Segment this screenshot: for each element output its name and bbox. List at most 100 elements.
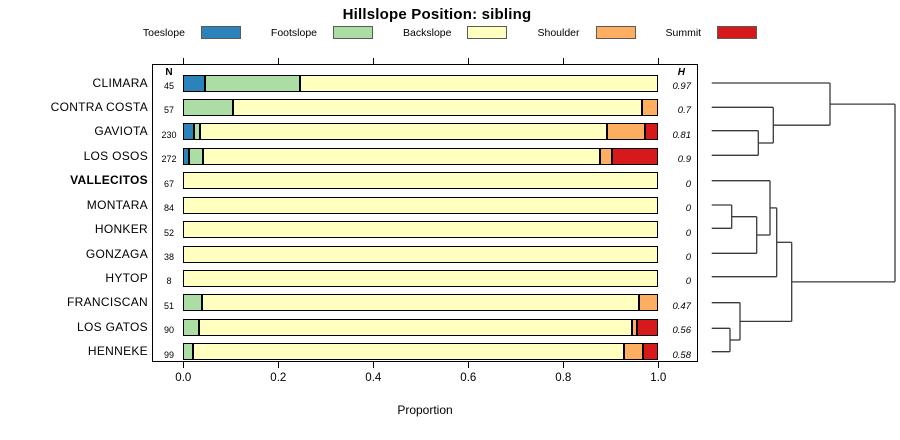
bar-segment-shoulder <box>639 294 659 312</box>
bar-segment-backslope <box>233 98 642 116</box>
bar-segment-backslope <box>299 74 659 92</box>
x-tick-bottom <box>182 362 184 368</box>
bar-segment-toeslope <box>183 74 205 92</box>
n-value: 230 <box>161 129 177 140</box>
bar-segment-backslope <box>183 196 659 214</box>
x-tick-bottom <box>562 362 564 368</box>
row-label: HONKER <box>94 222 148 237</box>
bar-segment-backslope <box>183 221 659 239</box>
bar-segment-toeslope <box>183 147 189 165</box>
bar-segment-backslope <box>202 147 601 165</box>
n-value: 38 <box>163 252 174 262</box>
h-column-header: H <box>677 67 685 78</box>
stacked-bar <box>183 343 659 361</box>
n-value: 45 <box>163 81 174 91</box>
stacked-bar <box>183 221 659 239</box>
stacked-bar <box>183 318 659 336</box>
bar-segment-backslope <box>202 294 640 312</box>
legend-label: Toeslope <box>142 26 185 39</box>
bar-segment-backslope <box>183 172 659 190</box>
n-value: 52 <box>163 227 174 238</box>
bar-segment-summit <box>642 343 659 361</box>
n-value: 8 <box>166 276 172 287</box>
stacked-bar <box>183 245 659 263</box>
row-label: HENNEKE <box>87 344 148 359</box>
bar-segment-summit <box>612 147 659 165</box>
x-tick-top <box>277 58 279 64</box>
row-label: GAVIOTA <box>94 124 148 139</box>
bar-segment-shoulder <box>623 343 643 361</box>
bar-segment-summit <box>637 318 659 336</box>
footslope-swatch <box>333 26 374 39</box>
legend-entry-summit: Summit <box>666 26 758 39</box>
row-label: CONTRA COSTA <box>50 99 148 114</box>
x-tick-label: 0.6 <box>460 372 477 384</box>
legend-entry-backslope: Backslope <box>403 26 508 39</box>
bar-segment-backslope <box>193 343 624 361</box>
x-axis-title: Proportion <box>397 403 453 417</box>
stacked-bar <box>183 123 659 141</box>
x-tick-label: 0.8 <box>555 372 572 384</box>
stacked-bar <box>183 172 659 190</box>
stacked-bar <box>183 98 659 116</box>
n-value: 272 <box>161 154 177 165</box>
legend-entry-toeslope: Toeslope <box>143 26 241 39</box>
x-tick-top <box>372 58 374 64</box>
row-label: VALLECITOS <box>70 173 148 188</box>
legend-entry-footslope: Footslope <box>270 26 374 39</box>
stacked-bar <box>183 147 659 165</box>
n-value: 99 <box>163 349 174 360</box>
bar-segment-footslope <box>183 343 194 361</box>
bar-segment-shoulder <box>606 123 645 141</box>
h-value: 0 <box>685 178 691 190</box>
h-value: 0.58 <box>672 349 692 361</box>
bar-segment-footslope <box>188 147 203 165</box>
bar-segment-shoulder <box>632 318 638 336</box>
legend-label: Shoulder <box>537 26 580 39</box>
row-label: LOS OSOS <box>83 148 148 163</box>
x-tick-top <box>467 58 469 64</box>
h-value: 0.47 <box>672 300 692 312</box>
x-tick-label: 0.4 <box>365 372 382 384</box>
row-label: CLIMARA <box>92 75 148 90</box>
row-label: FRANCISCAN <box>66 295 148 310</box>
backslope-swatch <box>467 26 508 39</box>
bar-segment-footslope <box>183 294 203 312</box>
h-value: 0.7 <box>677 105 691 117</box>
h-value: 0 <box>685 227 691 239</box>
legend-label: Footslope <box>270 26 318 39</box>
summit-swatch <box>717 26 758 39</box>
x-tick-label: 1.0 <box>650 372 667 384</box>
x-tick-bottom <box>657 362 659 368</box>
h-value: 0.56 <box>672 325 692 337</box>
x-tick-top <box>182 58 184 64</box>
bar-segment-footslope <box>183 98 234 116</box>
bar-segment-backslope <box>198 318 633 336</box>
h-value: 0 <box>685 203 691 215</box>
shoulder-swatch <box>595 26 636 39</box>
row-label: MONTARA <box>86 197 148 212</box>
n-value: 57 <box>163 105 174 116</box>
x-tick-bottom <box>467 362 469 368</box>
bar-segment-footslope <box>193 123 200 141</box>
row-label: GONZAGA <box>85 246 148 261</box>
bar-segment-shoulder <box>641 98 659 116</box>
legend-label: Summit <box>665 26 702 39</box>
stacked-bar <box>183 294 659 312</box>
h-value: 0 <box>685 252 691 263</box>
h-value: 0 <box>685 276 691 288</box>
bar-segment-backslope <box>183 245 659 263</box>
n-column-header: N <box>165 67 173 78</box>
h-value: 0.9 <box>677 154 691 166</box>
bar-segment-footslope <box>183 318 199 336</box>
x-tick-bottom <box>277 362 279 368</box>
bar-segment-shoulder <box>600 147 613 165</box>
stacked-bar <box>183 196 659 214</box>
h-value: 0.81 <box>672 129 692 141</box>
chart-title: Hillslope Position: sibling <box>342 6 532 23</box>
toeslope-swatch <box>200 26 241 39</box>
x-tick-bottom <box>372 362 374 368</box>
bar-segment-backslope <box>183 269 659 287</box>
